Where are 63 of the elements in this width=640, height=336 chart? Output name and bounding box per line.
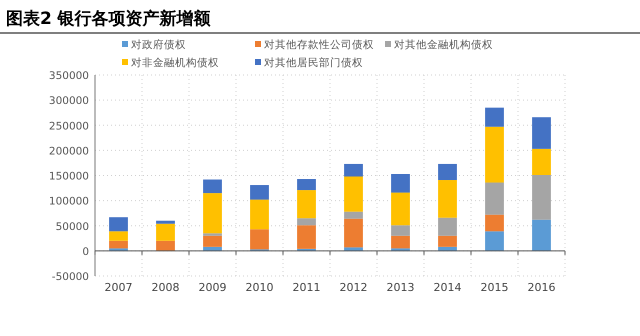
bar: [156, 220, 175, 224]
y-tick-label: 300000: [48, 95, 89, 108]
bar: [297, 190, 316, 218]
x-tick-label: 2013: [386, 281, 414, 294]
x-tick-label: 2010: [246, 281, 274, 294]
x-tick-label: 2012: [340, 281, 368, 294]
y-tick-label: 50000: [56, 220, 89, 233]
bar: [109, 217, 128, 232]
x-tick-label: 2009: [198, 281, 226, 294]
y-tick-label: 250000: [48, 120, 89, 132]
bar: [391, 192, 410, 226]
bar: [485, 182, 504, 215]
y-tick-label: 150000: [48, 170, 89, 182]
bar: [344, 164, 363, 177]
bar: [203, 233, 222, 236]
x-tick-label: 2016: [528, 281, 556, 294]
y-tick-label: 0: [82, 246, 89, 258]
bar: [203, 193, 222, 234]
y-tick-label: 350000: [48, 70, 89, 82]
x-tick-label: 2011: [292, 281, 320, 294]
legend-label: 对政府债权: [131, 38, 186, 51]
bar: [297, 218, 316, 226]
bar: [532, 174, 551, 220]
chart-title: 图表2 银行各项资产新增额: [6, 9, 212, 29]
x-tick-label: 2008: [152, 281, 180, 294]
bar: [344, 212, 363, 219]
legend-label: 对其他居民部门债权: [264, 56, 363, 69]
bar: [297, 225, 316, 249]
bar: [438, 164, 457, 180]
y-tick-label: 200000: [48, 145, 89, 158]
bar: [109, 240, 128, 248]
x-tick-label: 2014: [434, 281, 462, 294]
bar: [532, 148, 551, 175]
bar: [391, 174, 410, 193]
bar: [250, 200, 269, 230]
bar: [344, 176, 363, 212]
bar: [344, 218, 363, 248]
bar: [485, 126, 504, 183]
x-tick-label: 2007: [104, 281, 132, 294]
bar: [156, 224, 175, 241]
bar: [203, 236, 222, 247]
bar: [250, 229, 269, 250]
y-tick-label: 100000: [48, 196, 89, 208]
bar: [485, 231, 504, 251]
x-tick-label: 2015: [480, 281, 508, 294]
bar: [109, 231, 128, 241]
bar: [532, 220, 551, 251]
bar: [438, 236, 457, 247]
bar: [532, 117, 551, 149]
bar: [485, 108, 504, 127]
bar: [391, 236, 410, 248]
legend-label: 对其他存款性公司债权: [264, 38, 374, 51]
bar: [203, 180, 222, 194]
bar: [250, 185, 269, 200]
bar: [297, 179, 316, 190]
y-tick-label: -50000: [52, 271, 89, 283]
bar: [438, 218, 457, 236]
bar: [391, 225, 410, 236]
bar: [156, 240, 175, 251]
legend-label: 对其他金融机构债权: [394, 38, 493, 51]
bar: [438, 180, 457, 218]
bar: [485, 214, 504, 232]
legend-label: 对非金融机构债权: [131, 56, 219, 69]
